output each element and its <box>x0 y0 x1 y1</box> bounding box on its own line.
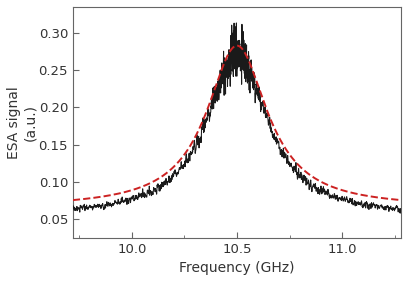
X-axis label: Frequency (GHz): Frequency (GHz) <box>179 261 295 275</box>
Y-axis label: ESA signal
(a.u.): ESA signal (a.u.) <box>7 86 37 159</box>
